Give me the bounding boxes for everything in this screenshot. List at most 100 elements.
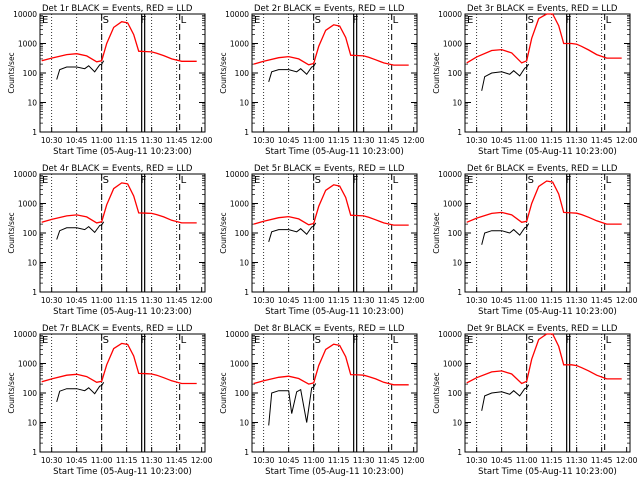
x-tick-label: 11:15: [328, 136, 350, 145]
y-tick-label: 10: [452, 99, 462, 108]
x-tick-label: 11:45: [378, 296, 400, 305]
panel-title: Det 1r BLACK = Events, RED = LLD: [42, 4, 193, 14]
marker-label-l: L: [181, 175, 187, 186]
lld-series-line: [253, 343, 409, 386]
x-tick-label: 10:30: [466, 296, 488, 305]
marker-label-s: S: [528, 15, 534, 26]
marker-label-e-left: E: [42, 175, 48, 186]
x-tick-label: 11:00: [303, 296, 325, 305]
x-tick-label: 12:00: [191, 456, 213, 465]
marker-label-e-left: E: [254, 335, 260, 346]
marker-label-l: L: [181, 335, 187, 346]
y-tick-label: 10000: [225, 170, 249, 179]
x-tick-label: 11:45: [166, 456, 188, 465]
y-tick-label: 10: [239, 419, 249, 428]
y-tick-label: 10: [239, 259, 249, 268]
y-tick-label: 10000: [13, 10, 37, 19]
y-tick-label: 1: [32, 288, 37, 297]
x-tick-label: 10:30: [41, 456, 63, 465]
panel-title: Det 7r BLACK = Events, RED = LLD: [42, 324, 193, 334]
marker-label-f: F: [353, 335, 359, 346]
x-axis-label: Start Time (05-Aug-11 10:23:00): [478, 307, 617, 317]
marker-label-e-left: E: [467, 15, 473, 26]
marker-label-s: S: [103, 15, 109, 26]
x-tick-label: 10:45: [491, 136, 513, 145]
events-series-line: [56, 221, 105, 240]
x-axis-label: Start Time (05-Aug-11 10:23:00): [53, 467, 192, 477]
x-tick-label: 11:30: [566, 296, 588, 305]
x-axis-label: Start Time (05-Aug-11 10:23:00): [265, 307, 404, 317]
marker-label-f: F: [353, 175, 359, 186]
marker-label-f: F: [566, 15, 572, 26]
y-tick-label: 1: [244, 128, 249, 137]
x-tick-label: 11:45: [591, 456, 613, 465]
marker-label-l: L: [393, 175, 399, 186]
y-tick-label: 1: [457, 288, 462, 297]
y-tick-label: 10: [27, 419, 37, 428]
y-tick-label: 10000: [438, 170, 462, 179]
marker-label-f: F: [353, 15, 359, 26]
lld-series-line: [253, 24, 409, 66]
events-series-line: [481, 384, 530, 411]
x-tick-label: 12:00: [403, 456, 425, 465]
x-tick-label: 11:45: [378, 136, 400, 145]
marker-label-l: L: [606, 15, 612, 26]
y-axis-label: Counts/sec: [432, 212, 441, 253]
x-tick-label: 10:45: [66, 456, 88, 465]
y-tick-label: 100: [235, 69, 250, 78]
events-series-line: [481, 63, 530, 91]
lld-series-line: [466, 333, 622, 385]
marker-label-l: L: [393, 15, 399, 26]
x-tick-label: 10:45: [66, 136, 88, 145]
y-tick-label: 10: [27, 99, 37, 108]
y-tick-label: 1000: [230, 360, 249, 369]
x-tick-label: 10:30: [466, 136, 488, 145]
y-tick-label: 10000: [13, 170, 37, 179]
x-tick-label: 10:30: [253, 456, 275, 465]
panel-title: Det 8r BLACK = Events, RED = LLD: [254, 324, 405, 334]
x-tick-label: 11:00: [303, 456, 325, 465]
y-tick-label: 10: [452, 419, 462, 428]
marker-label-s: S: [103, 335, 109, 346]
marker-label-e-left: E: [254, 15, 260, 26]
marker-label-f: F: [141, 15, 147, 26]
y-tick-label: 10: [27, 259, 37, 268]
x-tick-label: 11:15: [116, 456, 138, 465]
x-axis-label: Start Time (05-Aug-11 10:23:00): [53, 307, 192, 317]
x-tick-label: 10:45: [66, 296, 88, 305]
y-tick-label: 1: [457, 448, 462, 457]
lld-series-line: [41, 21, 197, 63]
x-axis-label: Start Time (05-Aug-11 10:23:00): [478, 467, 617, 477]
y-tick-label: 1000: [230, 200, 249, 209]
x-tick-label: 10:45: [278, 296, 300, 305]
events-series-line: [268, 222, 317, 243]
x-tick-label: 11:00: [91, 296, 113, 305]
marker-label-s: S: [103, 175, 109, 186]
marker-label-s: S: [315, 175, 321, 186]
y-tick-label: 1000: [18, 40, 37, 49]
y-tick-label: 1: [32, 448, 37, 457]
y-tick-label: 100: [23, 229, 38, 238]
x-tick-label: 10:45: [278, 456, 300, 465]
y-axis-label: Counts/sec: [7, 212, 16, 253]
y-tick-label: 10000: [438, 10, 462, 19]
x-tick-label: 10:30: [466, 456, 488, 465]
y-tick-label: 100: [235, 229, 250, 238]
y-tick-label: 100: [448, 69, 463, 78]
y-tick-label: 1000: [443, 200, 462, 209]
marker-label-e-left: E: [467, 175, 473, 186]
panel-title: Det 5r BLACK = Events, RED = LLD: [254, 164, 405, 174]
x-tick-label: 11:45: [591, 296, 613, 305]
x-tick-label: 11:00: [516, 456, 538, 465]
y-axis-label: Counts/sec: [219, 212, 228, 253]
x-tick-label: 10:30: [253, 136, 275, 145]
panel-title: Det 6r BLACK = Events, RED = LLD: [467, 164, 618, 174]
lld-series-line: [466, 13, 622, 64]
y-axis-label: Counts/sec: [432, 372, 441, 413]
x-tick-label: 11:15: [116, 136, 138, 145]
x-tick-label: 10:45: [491, 296, 513, 305]
marker-label-e-left: E: [42, 335, 48, 346]
